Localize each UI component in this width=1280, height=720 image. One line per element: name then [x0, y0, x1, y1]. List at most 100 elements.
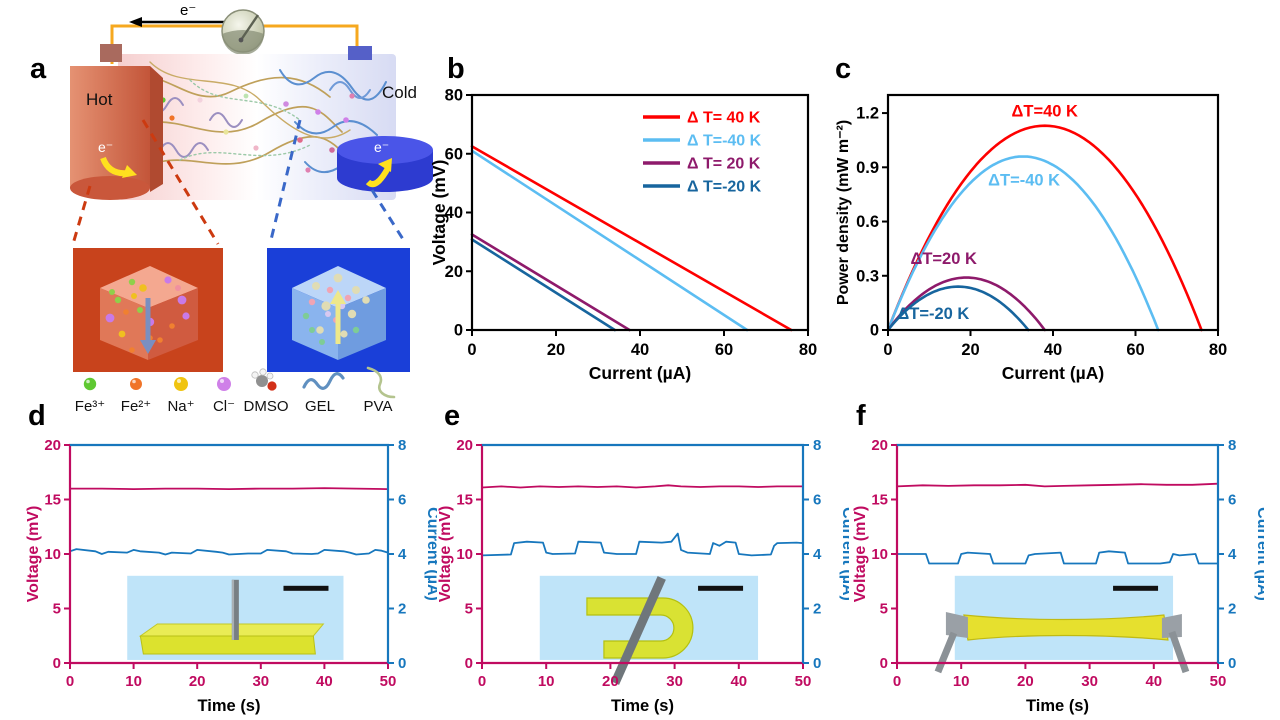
svg-text:0: 0 — [467, 341, 476, 359]
svg-text:0: 0 — [880, 655, 888, 672]
svg-text:Voltage (mV): Voltage (mV) — [432, 160, 449, 266]
electron-label-hot: e⁻ — [98, 139, 113, 155]
svg-text:0.9: 0.9 — [856, 159, 879, 177]
species-legend: Fe³⁺ Fe²⁺ Na⁺ Cl⁻ DMSO GEL — [75, 366, 396, 415]
scale-bar — [698, 585, 744, 591]
legend-gel: GEL — [302, 372, 345, 415]
svg-text:60: 60 — [445, 145, 463, 163]
legend-na-label: Na⁺ — [167, 398, 194, 415]
svg-text:0: 0 — [66, 673, 74, 690]
svg-text:40: 40 — [445, 204, 463, 222]
legend-cl: Cl⁻ — [213, 377, 235, 415]
svg-text:20: 20 — [456, 437, 473, 454]
legend-fe2-label: Fe²⁺ — [121, 398, 151, 415]
svg-text:1.2: 1.2 — [856, 105, 879, 123]
hot-electrode: Hot e⁻ — [70, 44, 163, 200]
svg-text:6: 6 — [1228, 492, 1236, 509]
chart-e-bend-stability: 0 10 20 30 40 50 0 5 10 15 20 0 2 4 6 8 Time (s) Voltage … — [437, 427, 856, 720]
svg-text:50: 50 — [1210, 673, 1227, 690]
scale-bar — [1113, 585, 1159, 591]
svg-text:Current (µA): Current (µA) — [839, 507, 849, 601]
zoom-guides — [71, 119, 408, 245]
svg-text:20: 20 — [602, 673, 619, 690]
svg-text:Voltage (mV): Voltage (mV) — [25, 506, 42, 603]
svg-text:40: 40 — [1044, 341, 1062, 359]
chart-svg-b: 0 20 40 60 80 0 20 40 60 80 Current (µA) Voltage (m… — [429, 87, 817, 384]
svg-text:15: 15 — [44, 492, 61, 509]
svg-text:8: 8 — [1228, 437, 1236, 454]
svg-text:0: 0 — [478, 673, 486, 690]
svg-text:15: 15 — [871, 492, 888, 509]
svg-text:0: 0 — [398, 655, 406, 672]
svg-text:0: 0 — [883, 341, 892, 359]
galvanometer-icon — [221, 9, 265, 55]
svg-text:ΔT=-20 K: ΔT=-20 K — [897, 305, 969, 323]
svg-text:Current (µA): Current (µA) — [1002, 363, 1104, 383]
svg-text:Δ T=-40 K: Δ T=-40 K — [687, 133, 762, 150]
panel-a-schematic: e⁻ — [0, 0, 445, 432]
svg-text:5: 5 — [53, 601, 61, 618]
svg-text:ΔT=20 K: ΔT=20 K — [910, 250, 977, 268]
svg-text:Voltage (mV): Voltage (mV) — [437, 506, 454, 603]
hot-zoom-cube — [73, 248, 223, 372]
chart-d-press-stability: 0 10 20 30 40 50 0 5 10 15 20 0 2 4 6 8 Time (s) Voltage … — [25, 427, 441, 720]
legend-pva: PVA — [364, 366, 396, 415]
panel-label-c: c — [835, 53, 852, 85]
svg-text:50: 50 — [380, 673, 397, 690]
chart-f-stretch-stability: 0 10 20 30 40 50 0 5 10 15 20 0 2 4 6 8 Time (s) Voltage … — [852, 427, 1271, 720]
svg-text:15: 15 — [456, 492, 473, 509]
panel-label-e: e — [444, 400, 461, 432]
svg-text:10: 10 — [456, 546, 473, 563]
svg-text:ΔT=40 K: ΔT=40 K — [1012, 103, 1079, 121]
scale-bar — [283, 585, 329, 591]
svg-text:4: 4 — [1228, 546, 1237, 563]
svg-text:5: 5 — [465, 601, 473, 618]
svg-text:40: 40 — [316, 673, 333, 690]
svg-text:10: 10 — [125, 673, 142, 690]
svg-text:Δ T= 40 K: Δ T= 40 K — [687, 110, 761, 127]
svg-text:20: 20 — [44, 437, 61, 454]
cold-label: Cold — [382, 83, 417, 102]
legend-na: Na⁺ — [167, 377, 195, 415]
svg-text:Time (s): Time (s) — [1026, 697, 1089, 715]
legend-cl-label: Cl⁻ — [213, 398, 235, 415]
svg-text:2: 2 — [813, 601, 821, 618]
svg-text:60: 60 — [715, 341, 733, 359]
svg-text:10: 10 — [44, 546, 61, 563]
svg-text:10: 10 — [953, 673, 970, 690]
svg-text:Time (s): Time (s) — [611, 697, 674, 715]
svg-text:Current (µA): Current (µA) — [1254, 507, 1264, 601]
inset-photo-press — [127, 575, 344, 660]
svg-text:0.6: 0.6 — [856, 213, 879, 231]
inset-photo-stretch — [934, 575, 1190, 674]
svg-text:ΔT=-40 K: ΔT=-40 K — [988, 171, 1060, 189]
legend-fe2: Fe²⁺ — [121, 378, 151, 415]
svg-text:0: 0 — [870, 322, 879, 340]
svg-text:0: 0 — [454, 322, 463, 340]
svg-text:30: 30 — [666, 673, 683, 690]
svg-text:80: 80 — [799, 341, 817, 359]
svg-text:4: 4 — [813, 546, 822, 563]
svg-text:60: 60 — [1126, 341, 1144, 359]
legend-fe3-label: Fe³⁺ — [75, 398, 105, 415]
svg-text:10: 10 — [538, 673, 555, 690]
svg-text:20: 20 — [547, 341, 565, 359]
cold-zoom-cube — [267, 248, 410, 372]
svg-text:6: 6 — [398, 492, 406, 509]
panel-label-f: f — [856, 400, 866, 432]
svg-text:50: 50 — [795, 673, 812, 690]
svg-text:80: 80 — [1209, 341, 1227, 359]
svg-text:30: 30 — [252, 673, 269, 690]
svg-text:0: 0 — [813, 655, 821, 672]
svg-text:8: 8 — [398, 437, 406, 454]
svg-text:40: 40 — [730, 673, 747, 690]
svg-text:20: 20 — [961, 341, 979, 359]
svg-text:20: 20 — [189, 673, 206, 690]
svg-text:Time (s): Time (s) — [198, 697, 261, 715]
svg-text:40: 40 — [631, 341, 649, 359]
inset-photo-bend — [539, 575, 759, 685]
cold-cube-ions — [302, 273, 370, 345]
